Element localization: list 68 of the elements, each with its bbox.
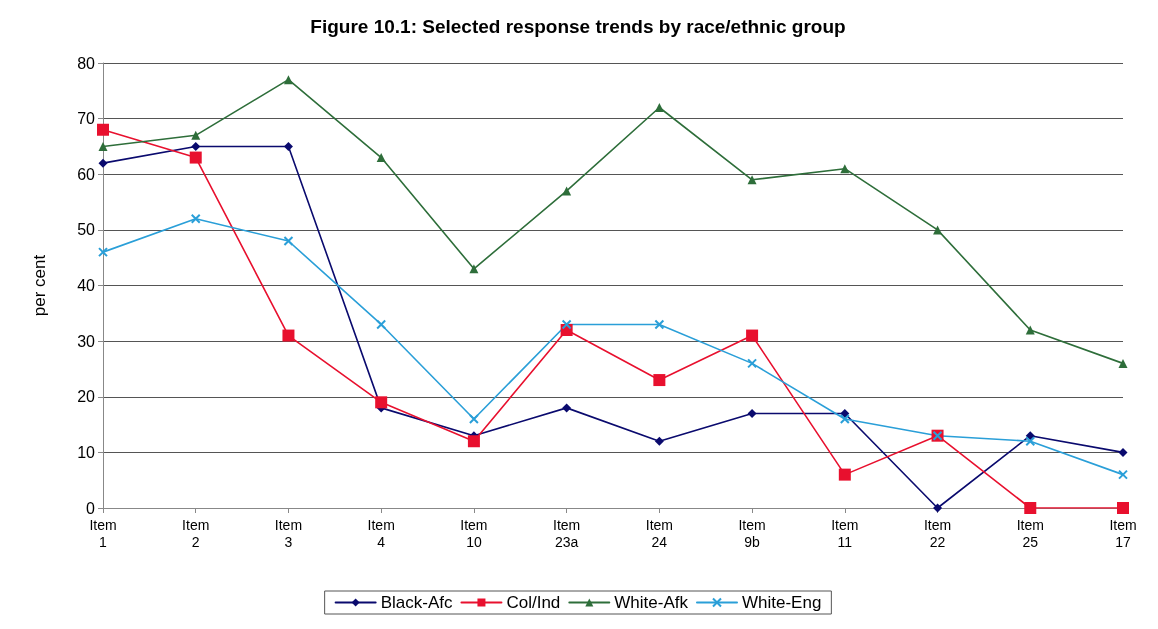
chart-title: Figure 10.1: Selected response trends by race/ethnic group xyxy=(310,16,846,37)
point xyxy=(654,319,665,330)
point xyxy=(376,319,387,330)
point xyxy=(282,329,295,342)
point xyxy=(98,247,108,258)
point xyxy=(654,103,664,112)
point xyxy=(98,141,108,151)
x-tick-label: Item 3 xyxy=(274,516,303,550)
point xyxy=(933,225,943,235)
legend-label: White-Eng xyxy=(741,593,822,612)
point xyxy=(1025,431,1035,441)
point xyxy=(746,329,759,342)
y-tick-label: 50 xyxy=(77,221,96,239)
point xyxy=(375,396,388,409)
x-tick-label: Item 25 xyxy=(1016,516,1044,550)
x-tick-label: Item 11 xyxy=(831,516,859,550)
y-axis-title: per cent xyxy=(30,254,49,317)
y-tick-label: 20 xyxy=(77,388,96,406)
x-tick-label: Item 4 xyxy=(367,516,395,550)
y-tick-label: 0 xyxy=(86,499,96,517)
point xyxy=(562,403,572,413)
point xyxy=(467,435,480,448)
point xyxy=(561,319,572,330)
point xyxy=(190,213,201,224)
point xyxy=(191,141,201,151)
point xyxy=(747,175,757,185)
point xyxy=(469,264,479,274)
point xyxy=(98,158,108,168)
point xyxy=(283,75,293,85)
point xyxy=(1117,502,1129,514)
point xyxy=(283,141,293,151)
y-tick-label: 30 xyxy=(77,332,96,350)
x-tick-label: Item 24 xyxy=(645,516,673,550)
point xyxy=(189,151,202,164)
point xyxy=(747,408,757,418)
x-tick-label: Item 17 xyxy=(1109,516,1137,550)
x-tick-label: Item 10 xyxy=(460,516,488,550)
y-tick-label: 70 xyxy=(77,110,96,128)
point xyxy=(653,374,666,387)
y-tick-label: 10 xyxy=(77,443,96,461)
point xyxy=(839,414,850,424)
y-tick-label: 40 xyxy=(77,277,96,294)
legend-label: Col/Ind xyxy=(506,593,561,612)
point xyxy=(191,130,201,140)
x-tick-label: Item 1 xyxy=(89,516,117,550)
point xyxy=(654,436,664,446)
point xyxy=(1025,325,1035,335)
y-tick-label: 80 xyxy=(77,54,96,72)
legend-label: Black-Afc xyxy=(380,593,453,612)
point xyxy=(1118,447,1128,457)
x-tick-label: Item 23a xyxy=(553,516,581,550)
point xyxy=(283,236,294,246)
y-tick-label: 60 xyxy=(77,165,96,183)
point xyxy=(1024,502,1037,514)
point xyxy=(1118,469,1128,480)
x-tick-label: Item 9b xyxy=(738,516,766,550)
point xyxy=(1118,358,1128,368)
point xyxy=(468,414,479,424)
x-tick-label: Item 2 xyxy=(182,516,210,550)
point xyxy=(376,153,386,163)
point xyxy=(838,468,851,481)
point xyxy=(747,358,758,369)
point xyxy=(97,123,109,136)
point xyxy=(1025,436,1036,447)
point xyxy=(933,503,943,513)
x-tick-label: Item 22 xyxy=(923,516,952,550)
point xyxy=(840,408,850,418)
legend-label: White-Afk xyxy=(614,593,689,612)
